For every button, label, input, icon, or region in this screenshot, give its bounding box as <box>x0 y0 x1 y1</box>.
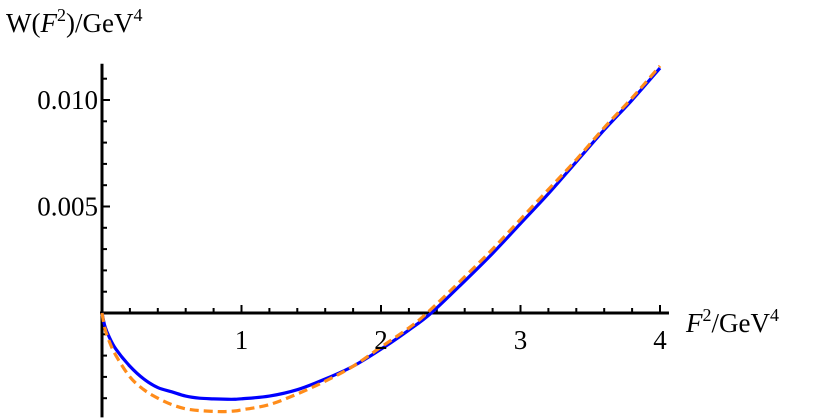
series-line-blue-solid <box>100 66 662 401</box>
x-axis-title: F2/GeV4 <box>685 305 779 338</box>
x-tick-label-1: 1 <box>235 325 249 355</box>
y-axis-title: W(F2)/GeV4 <box>6 5 142 38</box>
y-tick-label-0.005: 0.005 <box>37 192 98 222</box>
minor-ticks <box>102 77 634 400</box>
x-tick-label-3: 3 <box>514 325 528 355</box>
x-tick-label-2: 2 <box>374 325 388 355</box>
series-line-orange-dashed <box>100 64 662 414</box>
x-tick-label-4: 4 <box>653 325 667 355</box>
major-ticks <box>102 99 661 313</box>
y-tick-label-0.010: 0.010 <box>37 85 98 115</box>
series-layer <box>100 64 662 414</box>
